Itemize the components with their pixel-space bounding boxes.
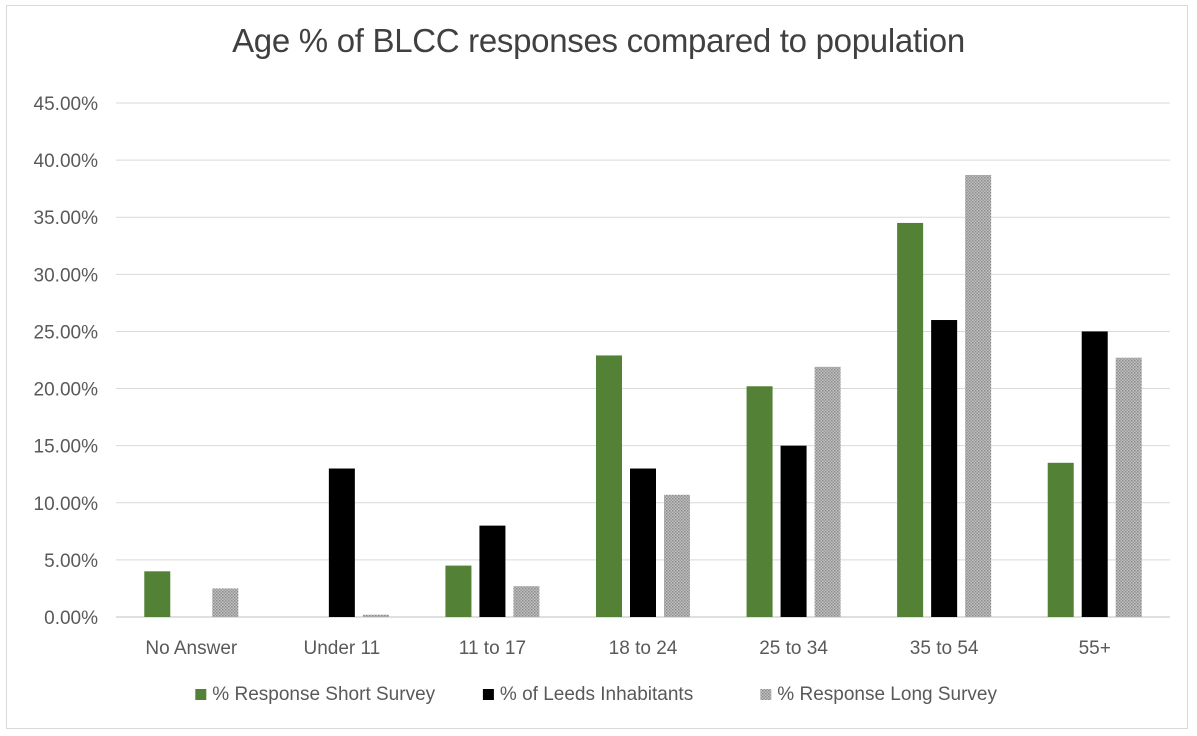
x-axis-ticks: No Answer Under 11 11 to 17 18 to 24 25 to 3… [145, 638, 1110, 659]
x-tick-label: 11 to 17 [459, 638, 526, 659]
bar-3-7 [1115, 357, 1142, 617]
bar-3-1 [212, 588, 239, 617]
bar-3-5 [814, 366, 841, 617]
legend-label: % of Leeds Inhabitants [500, 684, 693, 705]
chart-title: Age % of BLCC responses compared to popu… [232, 22, 965, 59]
y-tick-label: 30.00% [34, 265, 99, 286]
y-tick-label: 45.00% [34, 94, 99, 115]
x-tick-label: 35 to 54 [910, 638, 979, 659]
bar-3-4 [664, 494, 690, 617]
bar-2-5 [780, 445, 807, 617]
bar-3-2 [362, 614, 389, 617]
legend-label: % Response Short Survey [212, 684, 435, 705]
y-tick-label: 0.00% [44, 608, 98, 629]
bar-1-6 [897, 222, 924, 617]
y-axis-ticks: 0.00% 5.00% 10.00% 15.00% 20.00% 25.00% 30.00%… [34, 94, 99, 629]
y-tick-label: 5.00% [44, 551, 98, 572]
x-tick-label: 18 to 24 [609, 638, 678, 659]
bar-1-1 [144, 571, 171, 617]
y-tick-label: 25.00% [34, 322, 99, 343]
bar-1-5 [746, 386, 773, 617]
y-tick-label: 20.00% [34, 380, 99, 401]
bar-1-4 [596, 355, 622, 617]
x-tick-label: No Answer [145, 638, 238, 659]
bar-3-3 [513, 586, 540, 617]
y-tick-label: 35.00% [34, 208, 99, 229]
bar-2-3 [479, 525, 506, 617]
bars [144, 174, 1142, 617]
x-tick-label: 55+ [1079, 638, 1111, 659]
bar-2-4 [630, 468, 656, 617]
bar-2-2 [328, 468, 355, 617]
bar-2-6 [931, 320, 958, 617]
legend-swatch [760, 689, 772, 700]
legend-swatch [482, 689, 494, 700]
x-tick-label: Under 11 [303, 638, 380, 659]
y-tick-label: 40.00% [34, 151, 99, 172]
y-tick-label: 10.00% [34, 494, 99, 515]
bar-3-6 [965, 174, 992, 617]
legend-swatch [195, 689, 207, 700]
bar-1-3 [445, 565, 472, 617]
bar-2-7 [1081, 331, 1108, 617]
bar-1-7 [1047, 462, 1074, 617]
y-tick-label: 15.00% [34, 437, 99, 458]
legend: % Response Short Survey % of Leeds Inhabi… [195, 684, 997, 705]
legend-label: % Response Long Survey [777, 684, 997, 705]
x-tick-label: 25 to 34 [759, 638, 828, 659]
